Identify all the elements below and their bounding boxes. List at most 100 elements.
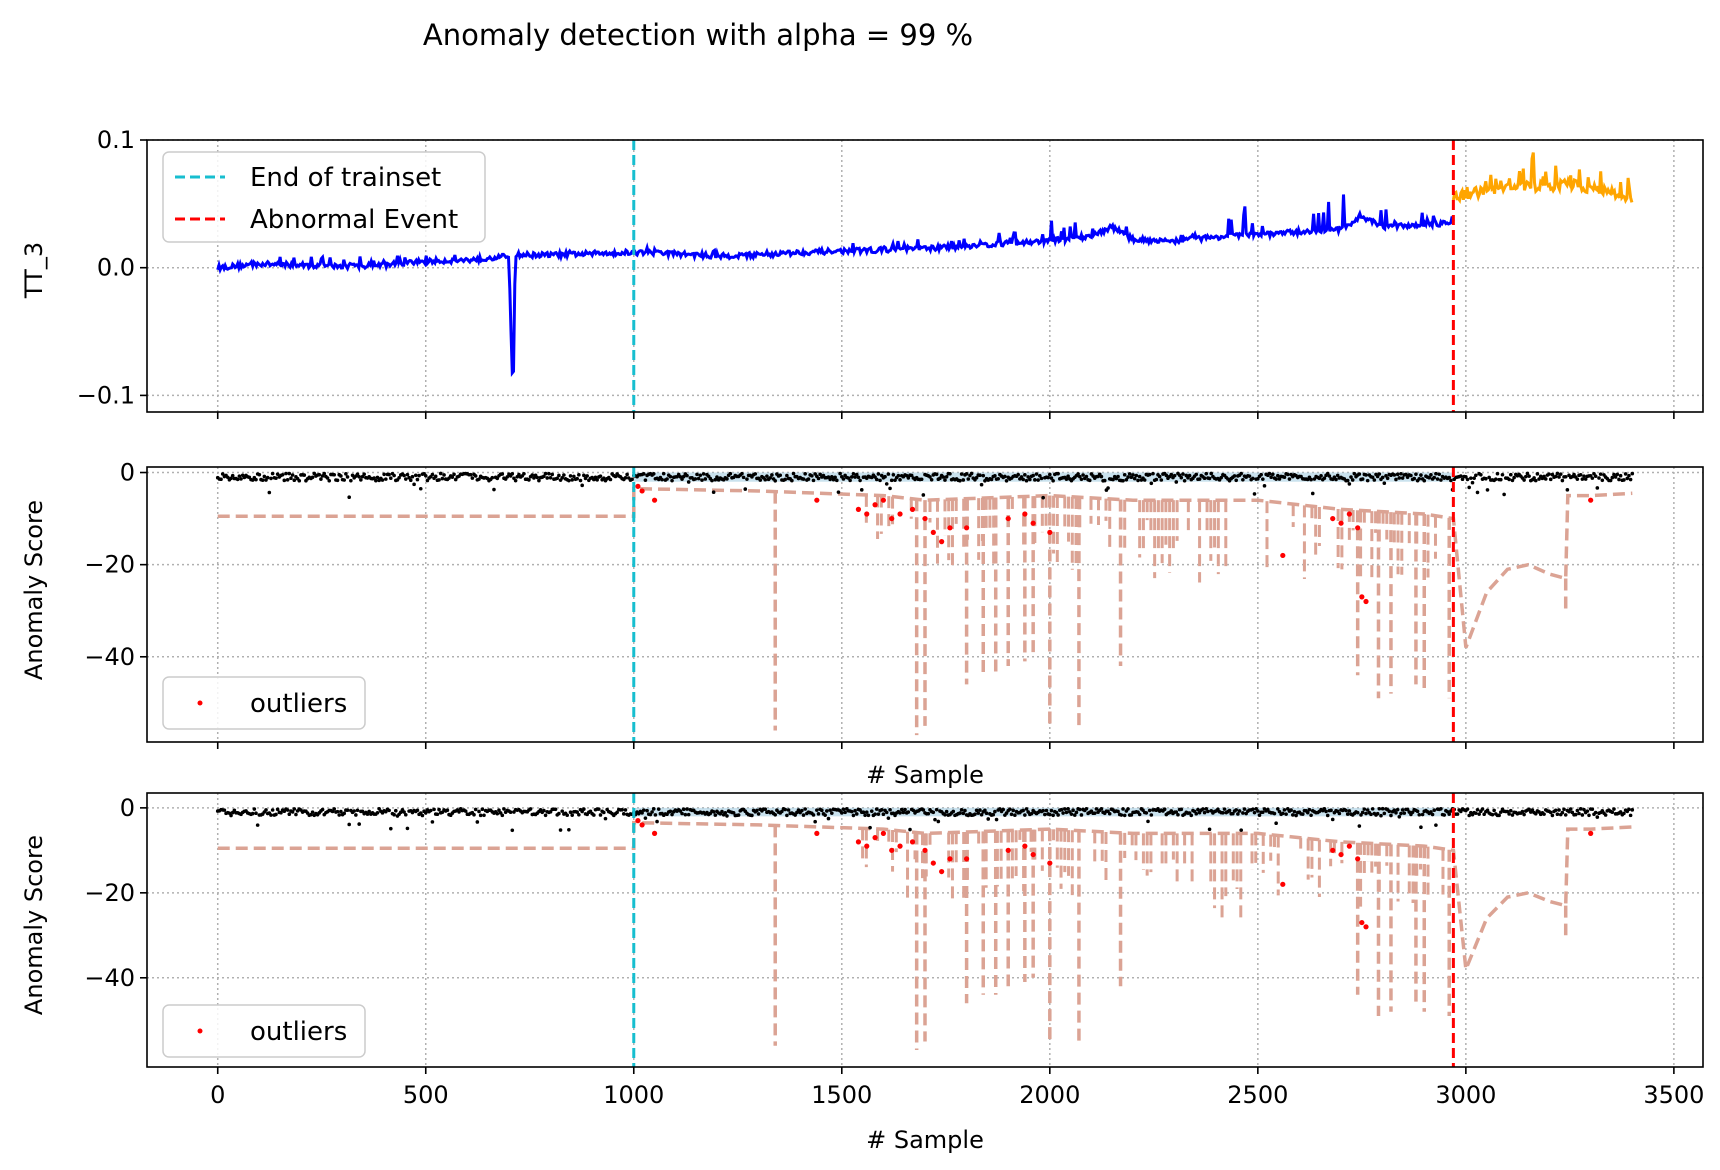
score-point [783, 807, 788, 812]
score-point [1092, 811, 1097, 815]
score-point [810, 474, 814, 478]
score-point [1124, 477, 1129, 482]
outlier-point [635, 483, 641, 489]
score-point [275, 807, 280, 812]
outlier-point [651, 830, 658, 836]
score-point [292, 807, 297, 811]
score-point [1041, 808, 1045, 813]
score-point [294, 812, 298, 817]
score-point [838, 471, 842, 476]
score-point [851, 813, 856, 818]
score-point [282, 478, 287, 483]
score-point [1126, 475, 1130, 479]
score-point [1399, 472, 1403, 476]
score-point [773, 478, 778, 483]
score-point [577, 473, 581, 477]
score-point [269, 813, 273, 817]
score-point [1003, 474, 1007, 479]
score-point [1134, 473, 1139, 478]
score-point [575, 476, 579, 481]
score-point [1121, 479, 1125, 483]
score-point [560, 476, 565, 480]
score-point [964, 472, 969, 476]
score-point [943, 812, 947, 817]
score-point [1016, 472, 1020, 477]
x-tick-label: 0 [210, 1081, 225, 1109]
outlier-point [889, 847, 895, 853]
score-point [355, 472, 360, 476]
score-point [274, 812, 278, 817]
legend-box [162, 676, 366, 730]
score-point [874, 477, 879, 482]
score-point [1201, 807, 1205, 811]
score-point [1029, 811, 1034, 816]
score-point [981, 473, 986, 478]
score-point [477, 809, 481, 814]
score-point [1206, 809, 1210, 814]
score-point [1480, 807, 1485, 811]
score-point [355, 808, 360, 813]
score-point [280, 472, 285, 477]
score-point [437, 807, 441, 812]
score-point [287, 471, 292, 476]
score-point [873, 812, 877, 816]
score-point [1327, 474, 1332, 478]
score-point [743, 487, 748, 491]
score-point [413, 473, 418, 478]
score-point [978, 808, 982, 812]
score-point [1164, 473, 1169, 478]
score-point [1558, 472, 1563, 476]
score-point [325, 476, 330, 480]
score-point [839, 811, 844, 815]
score-point [780, 809, 784, 814]
score-point [928, 475, 932, 479]
score-point [1187, 473, 1192, 478]
legend-middle: outliers [162, 676, 366, 730]
score-point [1499, 477, 1503, 482]
score-point [984, 811, 989, 815]
score-point [1439, 478, 1443, 482]
score-point [337, 813, 342, 817]
score-point [755, 808, 759, 813]
score-point [670, 812, 674, 817]
score-point [854, 812, 859, 816]
score-point [580, 483, 584, 488]
score-point [1251, 807, 1255, 812]
score-point [1603, 813, 1608, 817]
score-point [906, 810, 911, 814]
score-point [408, 478, 413, 483]
score-point [392, 473, 396, 478]
panel-bottom: 0 500 1000 1500 2000 2500 3000 3500 0 −20 −40 Anom… [20, 792, 1704, 1154]
score-point [438, 471, 443, 476]
score-point [1312, 477, 1317, 481]
score-point [785, 473, 789, 478]
score-point [879, 807, 884, 812]
score-point [711, 490, 716, 495]
score-point [1194, 472, 1199, 477]
score-point [1350, 478, 1355, 482]
score-point [1365, 478, 1370, 483]
score-point [354, 813, 358, 817]
score-point [1239, 471, 1243, 476]
score-point [537, 478, 541, 483]
score-point [435, 812, 440, 817]
score-point [384, 477, 388, 481]
series-layer [216, 152, 1634, 378]
score-point [492, 487, 496, 492]
score-point [826, 816, 831, 821]
outlier-point [930, 529, 936, 536]
score-point [851, 471, 856, 476]
score-point [495, 811, 500, 816]
score-point [683, 812, 688, 817]
score-point [883, 474, 887, 479]
score-point [670, 478, 674, 483]
score-point [886, 472, 891, 476]
score-point [1533, 478, 1538, 483]
score-point [969, 471, 974, 476]
score-point [621, 812, 626, 816]
score-point [1324, 809, 1328, 814]
score-point [1460, 477, 1465, 482]
score-point [934, 472, 939, 477]
score-point [866, 813, 871, 818]
score-point [665, 477, 669, 481]
